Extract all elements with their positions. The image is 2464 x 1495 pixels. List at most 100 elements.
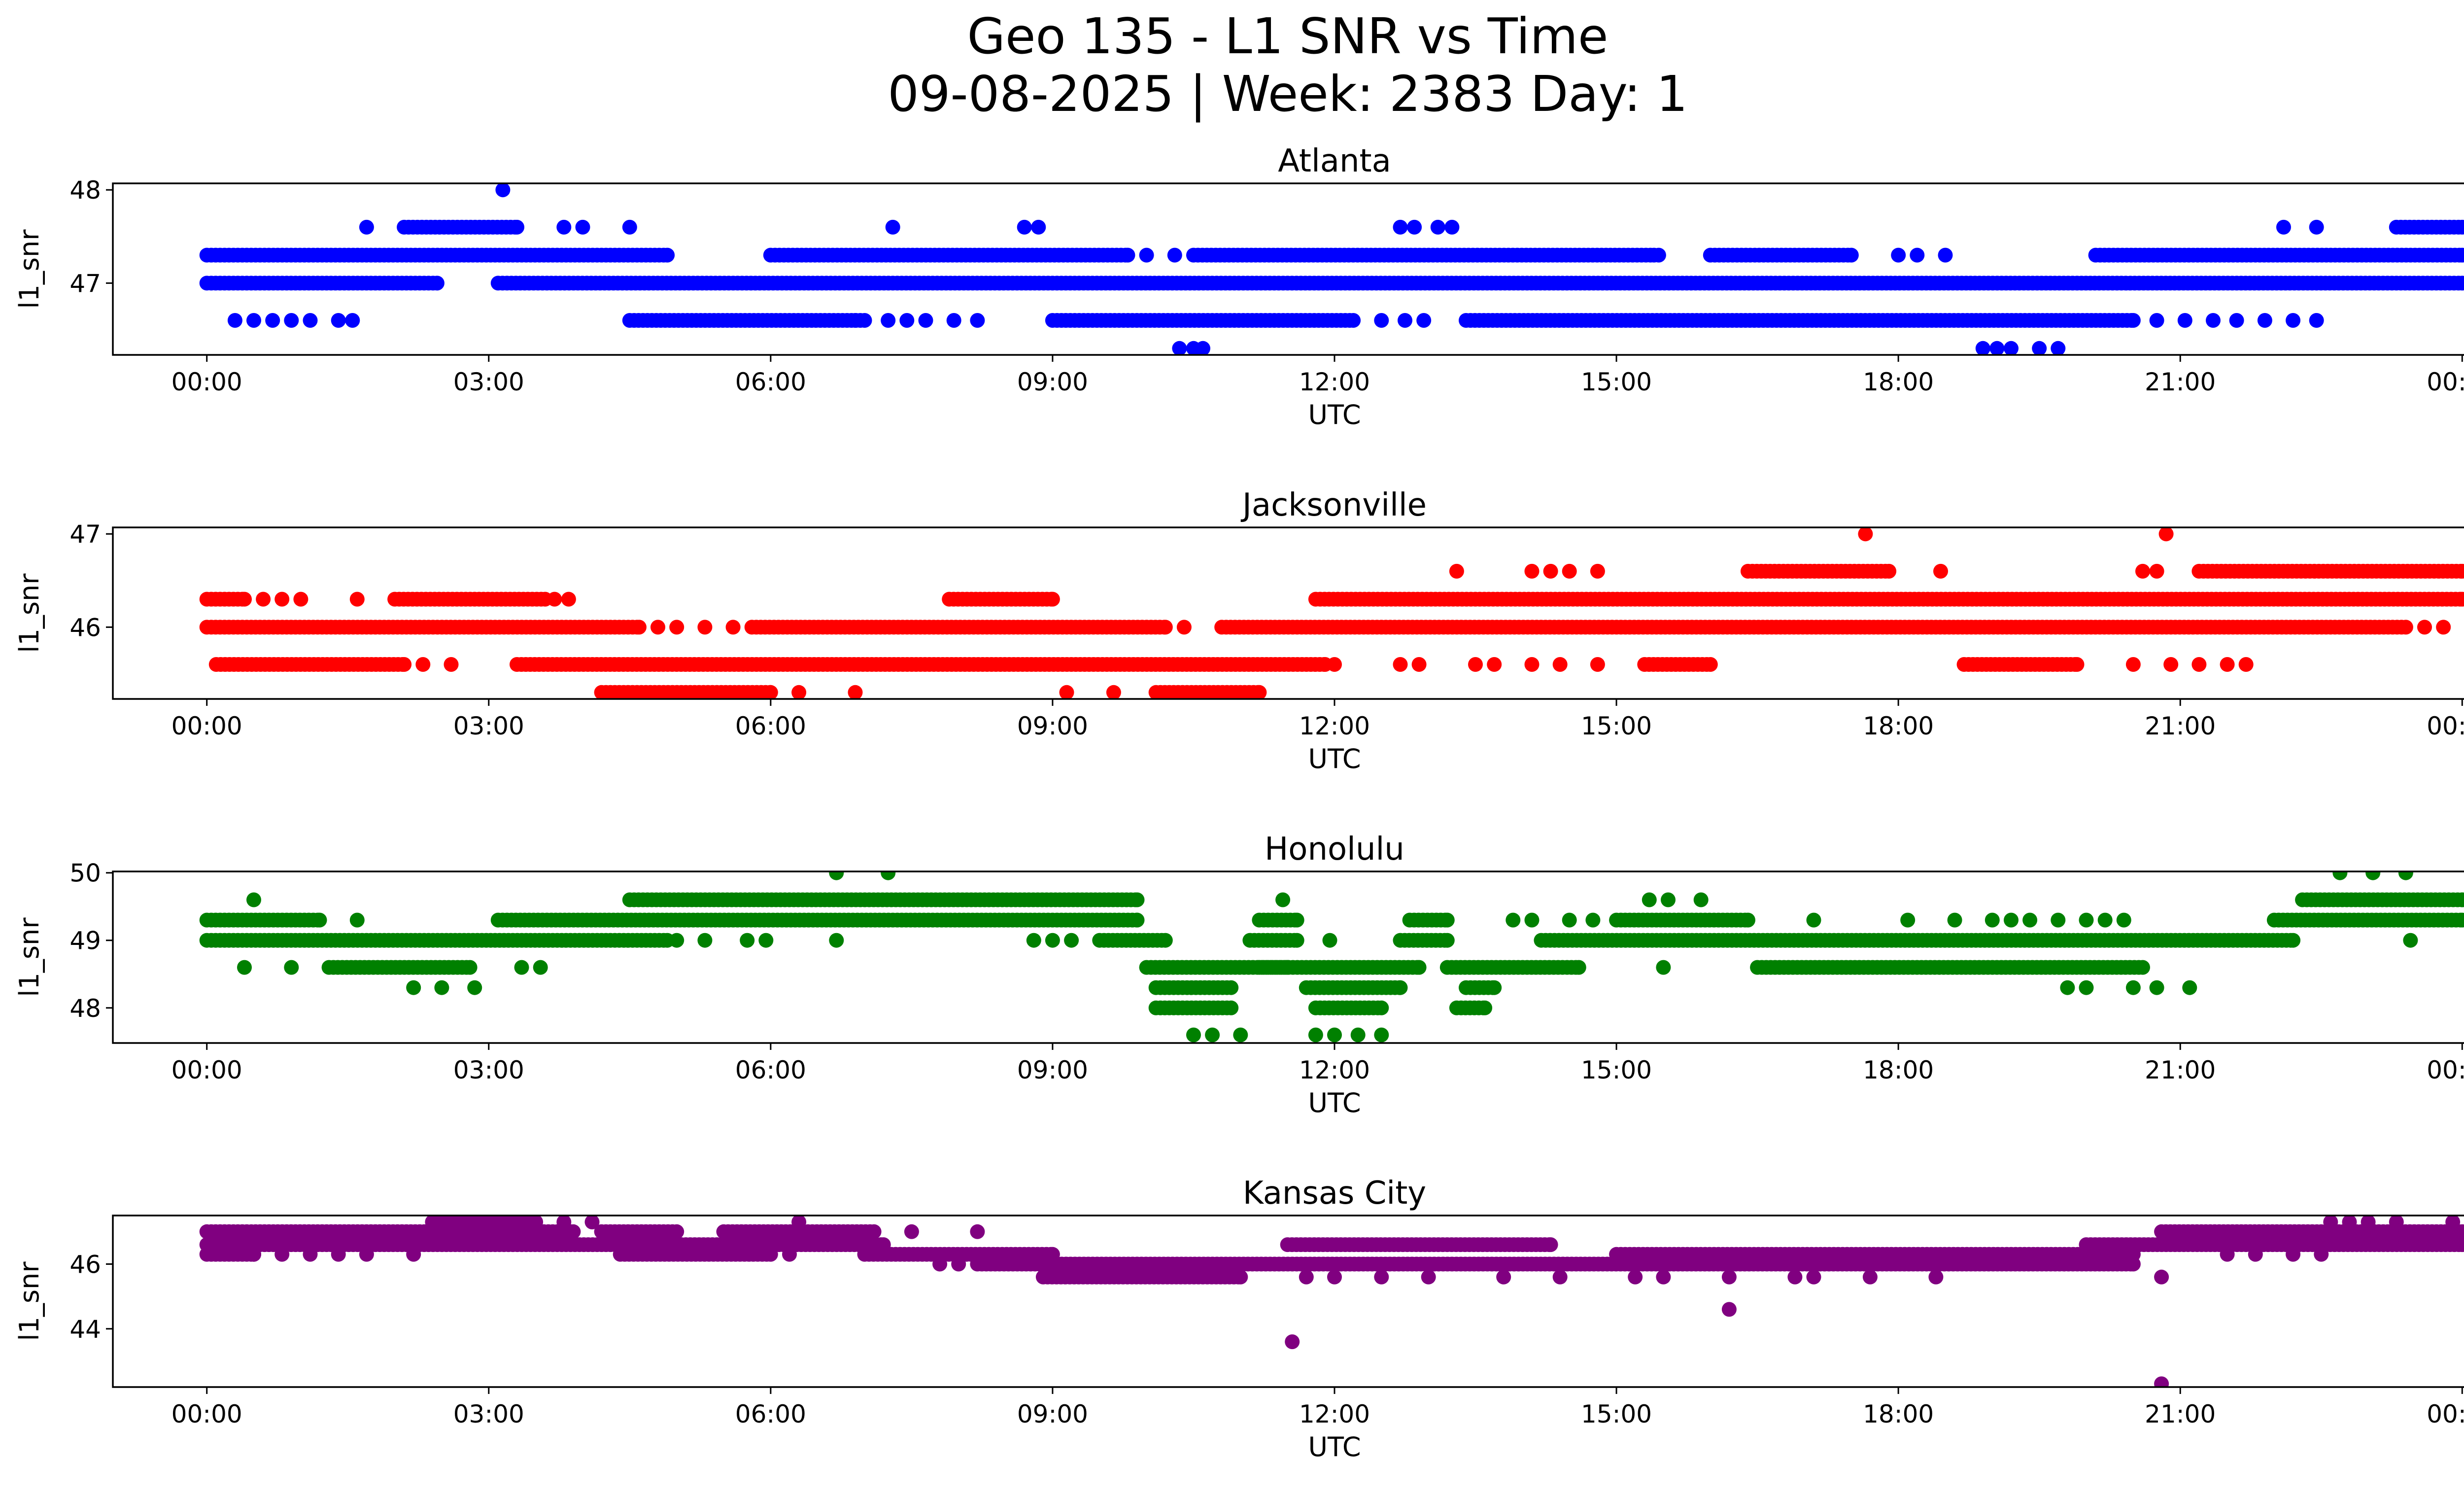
scatter-point bbox=[434, 980, 449, 995]
scatter-point bbox=[556, 219, 572, 235]
scatter-point bbox=[1416, 313, 1432, 328]
scatter-point bbox=[1806, 1269, 1821, 1285]
scatter-point bbox=[1590, 563, 1605, 579]
scatter-point bbox=[1891, 247, 1906, 263]
scatter-point bbox=[1411, 657, 1427, 672]
scatter-point bbox=[791, 1216, 807, 1230]
scatter-point bbox=[575, 219, 590, 235]
scatter-point bbox=[2455, 912, 2464, 928]
scatter-point bbox=[1176, 620, 1192, 635]
scatter-point bbox=[2455, 219, 2464, 235]
x-tick-label: 03:00 bbox=[453, 368, 524, 396]
scatter-point bbox=[1224, 980, 1239, 995]
scatter-point bbox=[669, 1224, 684, 1239]
scatter-point bbox=[1487, 980, 1502, 995]
scatter-point bbox=[1393, 657, 1408, 672]
scatter-point bbox=[1059, 685, 1074, 699]
scatter-point bbox=[293, 591, 308, 607]
x-tick-label: 00:00 bbox=[2427, 368, 2464, 396]
scatter-point bbox=[1496, 1269, 1511, 1285]
scatter-point bbox=[2004, 341, 2019, 355]
scatter-point bbox=[1806, 912, 1821, 928]
scatter-point bbox=[725, 620, 741, 635]
x-tick-label: 00:00 bbox=[2427, 1400, 2464, 1428]
scatter-point bbox=[2206, 313, 2221, 328]
x-tick-label: 00:00 bbox=[2427, 1056, 2464, 1084]
y-tick-label: 47 bbox=[69, 269, 101, 298]
scatter-point bbox=[1327, 1269, 1342, 1285]
scatter-point bbox=[1439, 933, 1455, 948]
scatter-point bbox=[1938, 247, 1953, 263]
scatter-point bbox=[946, 313, 961, 328]
y-tick-label: 46 bbox=[69, 1250, 101, 1279]
scatter-point bbox=[1374, 313, 1389, 328]
x-tick-label: 00:00 bbox=[171, 712, 242, 740]
scatter-point bbox=[1656, 1269, 1671, 1285]
scatter-point bbox=[848, 313, 863, 328]
scatter-point bbox=[415, 657, 431, 672]
y-axis-label: l1_snr bbox=[14, 573, 45, 653]
scatter-point bbox=[782, 1247, 797, 1262]
scatter-point bbox=[345, 313, 360, 328]
scatter-point bbox=[1205, 1027, 1220, 1043]
scatter-point bbox=[1721, 1302, 1737, 1317]
scatter-point bbox=[1552, 657, 1568, 672]
x-tick-label: 03:00 bbox=[453, 1056, 524, 1084]
x-tick-label: 12:00 bbox=[1299, 1400, 1370, 1428]
scatter-point bbox=[881, 313, 896, 328]
y-axis-label: l1_snr bbox=[14, 917, 45, 997]
scatter-point bbox=[1233, 1269, 1248, 1285]
scatter-point bbox=[1398, 313, 1412, 328]
scatter-point bbox=[1928, 1269, 1944, 1285]
scatter-point bbox=[1989, 341, 2005, 355]
scatter-point bbox=[970, 313, 985, 328]
y-tick-label: 46 bbox=[69, 613, 101, 642]
x-axis-label: UTC bbox=[1308, 743, 1361, 774]
scatter-point bbox=[1844, 247, 1859, 263]
scatter-point bbox=[1900, 912, 1916, 928]
scatter-point bbox=[1327, 657, 1342, 672]
scatter-point bbox=[1721, 1269, 1737, 1285]
scatter-point bbox=[1787, 1269, 1803, 1285]
scatter-point bbox=[791, 685, 807, 699]
subplot-title: Jacksonville bbox=[1240, 487, 1427, 523]
scatter-point bbox=[2069, 657, 2085, 672]
scatter-point bbox=[2004, 912, 2019, 928]
y-tick-label: 48 bbox=[69, 176, 101, 205]
scatter-point bbox=[1233, 1027, 1248, 1043]
scatter-point bbox=[899, 313, 915, 328]
scatter-point bbox=[312, 912, 327, 928]
scatter-point bbox=[2229, 313, 2244, 328]
scatter-point bbox=[740, 933, 755, 948]
scatter-point bbox=[1285, 1334, 1300, 1350]
scatter-point bbox=[1439, 912, 1455, 928]
x-tick-label: 21:00 bbox=[2145, 368, 2216, 396]
scatter-point bbox=[1172, 341, 1187, 355]
scatter-point bbox=[2051, 912, 2066, 928]
x-tick-label: 06:00 bbox=[735, 1056, 806, 1084]
scatter-point bbox=[1642, 892, 1657, 907]
y-axis-label: l1_snr bbox=[14, 229, 45, 309]
x-tick-label: 15:00 bbox=[1581, 712, 1652, 740]
y-tick-label: 50 bbox=[69, 859, 101, 888]
scatter-point bbox=[2097, 912, 2113, 928]
scatter-point bbox=[237, 960, 252, 975]
scatter-point bbox=[1129, 892, 1145, 907]
scatter-point bbox=[763, 685, 778, 699]
scatter-point bbox=[1064, 933, 1079, 948]
scatter-point bbox=[1280, 960, 1295, 975]
scatter-point bbox=[1506, 912, 1521, 928]
scatter-point bbox=[2286, 1247, 2301, 1262]
scatter-point bbox=[2238, 657, 2254, 672]
scatter-point bbox=[2125, 657, 2141, 672]
scatter-point bbox=[1858, 527, 1873, 542]
scatter-point bbox=[1524, 563, 1540, 579]
scatter-point bbox=[566, 1224, 581, 1239]
x-tick-label: 12:00 bbox=[1299, 368, 1370, 396]
scatter-point bbox=[1430, 219, 1445, 235]
scatter-point bbox=[265, 313, 280, 328]
scatter-point bbox=[2342, 1216, 2357, 1230]
scatter-point bbox=[1947, 912, 1962, 928]
scatter-point bbox=[932, 1256, 948, 1272]
